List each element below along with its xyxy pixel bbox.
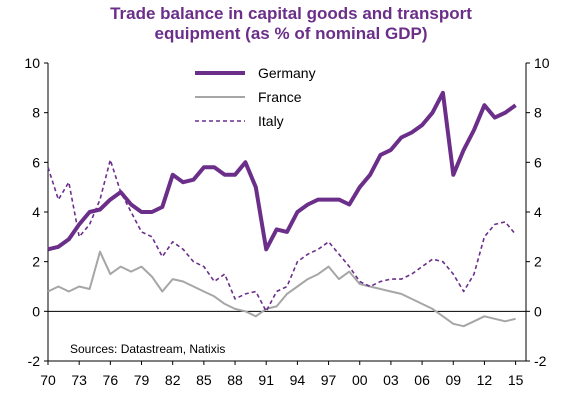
y-tick-label-right: -2: [534, 353, 547, 369]
y-tick-label-left: -2: [28, 353, 41, 369]
x-tick-label: 82: [165, 372, 181, 388]
x-tick-label: 06: [414, 372, 430, 388]
x-tick-label: 91: [258, 372, 274, 388]
x-tick-label: 12: [477, 372, 493, 388]
x-tick-label: 03: [383, 372, 399, 388]
y-tick-label-left: 0: [32, 303, 40, 319]
y-tick-label-right: 2: [534, 254, 542, 270]
y-tick-label-left: 6: [32, 154, 40, 170]
x-tick-label: 00: [352, 372, 368, 388]
legend-label-italy: Italy: [258, 113, 284, 129]
x-tick-label: 70: [40, 372, 56, 388]
y-tick-label-right: 10: [534, 55, 550, 71]
y-tick-label-left: 2: [32, 254, 40, 270]
x-tick-label: 15: [508, 372, 524, 388]
legend-label-france: France: [258, 89, 302, 105]
x-tick-label: 88: [227, 372, 243, 388]
x-tick-label: 76: [103, 372, 119, 388]
y-tick-label-right: 8: [534, 105, 542, 121]
x-tick-label: 97: [321, 372, 337, 388]
legend-label-germany: Germany: [258, 65, 316, 81]
series-group: [47, 90, 517, 328]
chart-title-line1: Trade balance in capital goods and trans…: [110, 4, 472, 23]
x-tick-label: 73: [71, 372, 87, 388]
series-line-france: [47, 250, 516, 328]
legend: Germany France Italy: [195, 65, 316, 129]
x-tick-label: 79: [134, 372, 150, 388]
x-tick-label: 94: [290, 372, 306, 388]
x-tick-label: 85: [196, 372, 212, 388]
y-tick-label-left: 4: [32, 204, 40, 220]
chart-title-line2: equipment (as % of nominal GDP): [154, 24, 428, 43]
series-line-italy: [47, 159, 517, 313]
x-tick-label: 09: [445, 372, 461, 388]
y-tick-label-left: 10: [24, 55, 40, 71]
source-note: Sources: Datastream, Natixis: [70, 342, 225, 356]
y-tick-label-right: 4: [534, 204, 542, 220]
y-tick-label-left: 8: [32, 105, 40, 121]
y-tick-label-right: 6: [534, 154, 542, 170]
y-tick-label-right: 0: [534, 303, 542, 319]
series-line-germany: [47, 90, 517, 252]
